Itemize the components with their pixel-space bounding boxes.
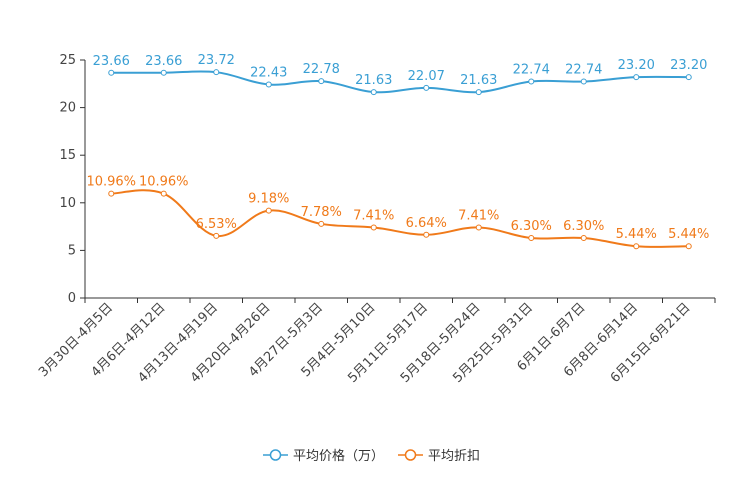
legend-label: 平均折扣 — [428, 449, 480, 464]
data-point — [580, 235, 587, 242]
data-point — [265, 81, 272, 88]
data-label: 21.63 — [355, 73, 392, 88]
y-tick-label: 20 — [59, 101, 76, 116]
data-point — [475, 224, 482, 231]
y-tick-label: 5 — [68, 243, 76, 258]
data-label: 7.78% — [301, 205, 342, 220]
data-point — [685, 74, 692, 81]
data-point — [475, 89, 482, 96]
legend-swatch-marker — [269, 449, 282, 461]
data-point — [265, 207, 272, 214]
y-tick-label: 15 — [59, 148, 76, 163]
data-point — [528, 235, 535, 242]
data-point — [318, 78, 325, 85]
data-point — [528, 78, 535, 85]
data-point — [213, 69, 220, 76]
data-label: 10.96% — [139, 175, 189, 190]
data-label: 7.41% — [458, 208, 499, 223]
data-label: 6.30% — [511, 219, 552, 234]
legend: 平均价格（万） 平均折扣 — [263, 448, 480, 464]
data-label: 23.72 — [198, 53, 235, 68]
data-point — [580, 78, 587, 85]
data-label: 22.07 — [408, 69, 445, 84]
data-point — [213, 232, 220, 239]
data-point — [160, 69, 167, 76]
data-label: 21.63 — [460, 73, 497, 88]
legend-label: 平均价格（万） — [293, 448, 384, 464]
series-group: 23.66 23.66 23.72 22.43 22.78 21.63 22.07 21.63… — [86, 53, 709, 250]
data-label: 23.66 — [145, 54, 182, 69]
data-point — [370, 89, 377, 96]
data-point — [423, 84, 430, 91]
data-point — [370, 224, 377, 231]
y-tick-label: 10 — [59, 196, 76, 211]
data-label: 5.44% — [616, 227, 657, 242]
data-point — [633, 243, 640, 250]
data-label: 23.20 — [670, 58, 707, 73]
data-label: 6.64% — [406, 216, 447, 231]
data-point — [160, 190, 167, 197]
data-label: 10.96% — [86, 175, 136, 190]
series-line-1 — [111, 70, 689, 94]
data-point — [318, 220, 325, 227]
data-label: 23.66 — [93, 54, 130, 69]
data-label: 23.20 — [618, 58, 655, 73]
data-point — [633, 74, 640, 81]
data-point — [108, 190, 115, 197]
data-point — [108, 69, 115, 76]
data-label: 5.44% — [668, 227, 709, 242]
y-tick-label: 25 — [59, 53, 76, 68]
data-label: 22.78 — [303, 62, 340, 77]
data-point — [685, 243, 692, 250]
data-point — [423, 231, 430, 238]
y-tick-label: 0 — [68, 291, 76, 306]
data-label: 22.74 — [565, 63, 602, 78]
data-label: 22.43 — [250, 65, 287, 80]
data-label: 6.53% — [196, 217, 237, 232]
data-label: 6.30% — [563, 219, 604, 234]
data-label: 7.41% — [353, 208, 394, 223]
legend-swatch-marker — [404, 449, 417, 461]
data-label: 9.18% — [248, 192, 289, 207]
data-label: 22.74 — [513, 63, 550, 78]
